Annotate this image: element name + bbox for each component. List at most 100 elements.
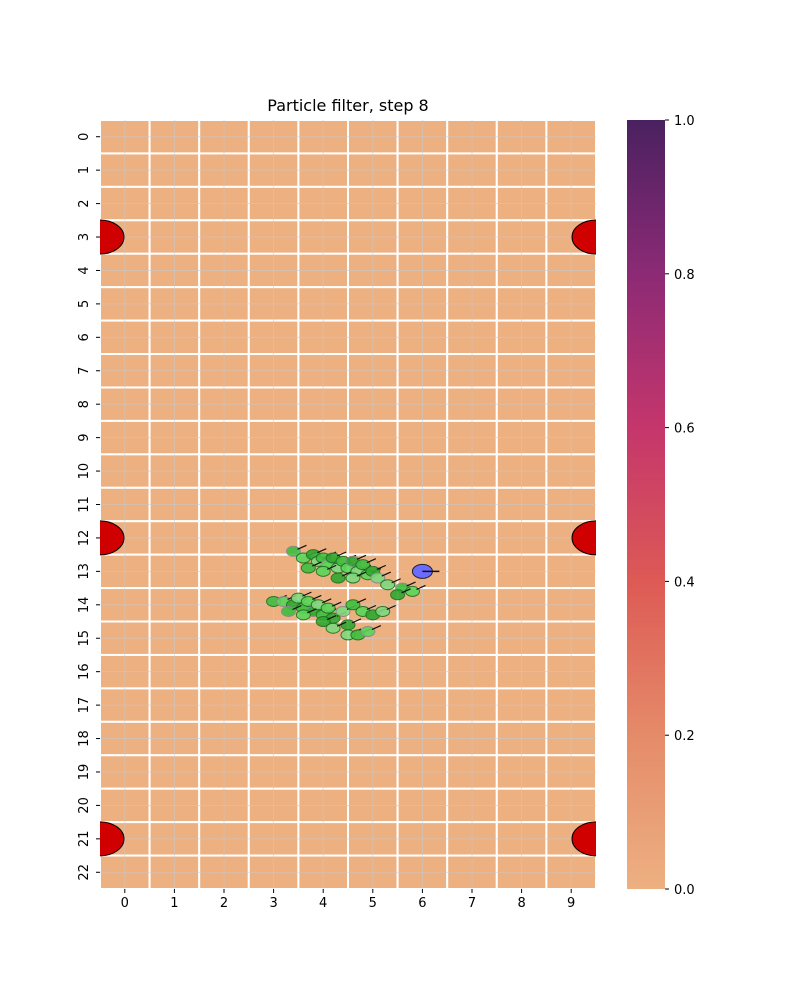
robot-layer <box>411 563 440 579</box>
particle-body <box>340 619 356 631</box>
particle <box>280 604 302 617</box>
y-tick-label: 13 <box>77 563 92 580</box>
particles-layer <box>266 544 426 641</box>
particle-heading <box>326 614 337 621</box>
particle-heading <box>336 621 347 627</box>
colorbar-tick-label: 0.2 <box>674 729 695 744</box>
colorbar-tick-label: 0.0 <box>674 883 695 898</box>
y-tick-label: 20 <box>77 797 92 814</box>
particle-heading <box>356 598 367 604</box>
x-axis: 0 1 2 3 4 5 6 7 8 9 <box>121 889 575 911</box>
particle-body <box>330 572 346 584</box>
beacon-marker <box>100 219 125 255</box>
particle-body <box>315 565 331 577</box>
particle-heading <box>326 564 337 570</box>
x-tick-label: 5 <box>369 896 377 911</box>
particle-body <box>360 626 376 638</box>
beacons-layer <box>100 219 596 857</box>
y-tick-label: 21 <box>77 831 92 848</box>
particle-body <box>295 609 311 621</box>
particle-heading <box>391 578 401 584</box>
particle-body <box>325 622 341 634</box>
y-tick-label: 10 <box>77 463 92 480</box>
particle <box>380 578 401 591</box>
beacon-marker <box>571 219 596 255</box>
beacon-marker <box>571 520 596 556</box>
particle <box>325 621 347 634</box>
particle-body <box>320 602 336 614</box>
y-tick-label: 15 <box>77 630 92 647</box>
chart-title: Particle filter, step 8 <box>267 96 428 115</box>
particle-heading <box>302 591 312 597</box>
particle-body <box>300 562 316 574</box>
particle-body <box>335 605 351 617</box>
particle-heading <box>312 594 322 601</box>
particle-heading <box>406 581 416 587</box>
y-tick-label: 11 <box>77 496 92 513</box>
colorbar-tick-label: 0.8 <box>674 268 695 283</box>
particle-body <box>380 579 396 591</box>
y-tick-label: 14 <box>77 597 92 614</box>
y-tick-label: 4 <box>77 266 92 274</box>
beacon-marker <box>100 520 125 556</box>
beacon-marker <box>571 821 596 857</box>
particle-body <box>404 585 420 597</box>
y-tick-label: 18 <box>77 730 92 747</box>
particle <box>345 571 367 584</box>
particle <box>315 564 337 577</box>
particle <box>320 601 342 614</box>
y-tick-label: 2 <box>77 199 92 207</box>
particle-heading <box>366 604 377 611</box>
y-tick-label: 16 <box>77 663 92 680</box>
minor-gridlines <box>100 120 596 889</box>
particle-body <box>375 605 391 617</box>
particle-body <box>370 572 386 584</box>
particle <box>345 598 367 611</box>
particle-heading <box>317 548 327 554</box>
particle <box>315 614 337 628</box>
particle-heading <box>341 571 352 577</box>
colorbar-tick-label: 0.4 <box>674 575 695 590</box>
particle-heading <box>307 608 317 614</box>
particle <box>355 558 377 571</box>
particle-heading <box>331 601 342 607</box>
particle-heading <box>371 625 382 631</box>
particle <box>370 571 392 584</box>
particle-body <box>315 616 331 628</box>
y-tick-label: 1 <box>77 166 92 174</box>
particle-body <box>345 572 361 584</box>
y-tick-label: 19 <box>77 764 92 781</box>
particle-heading <box>297 544 307 550</box>
particle-body <box>355 559 371 571</box>
y-tick-label: 9 <box>77 433 92 441</box>
x-tick-label: 1 <box>170 896 178 911</box>
particle-body <box>345 599 361 611</box>
y-tick-label: 22 <box>77 864 92 881</box>
particle <box>295 608 317 621</box>
particle-heading <box>321 598 332 604</box>
particle <box>390 588 411 601</box>
x-tick-label: 9 <box>567 896 575 911</box>
colorbar-tick-label: 1.0 <box>674 114 695 129</box>
x-tick-label: 3 <box>269 896 277 911</box>
y-tick-label: 7 <box>77 367 92 375</box>
colorbar-gradient <box>627 120 665 889</box>
particle-heading <box>401 588 411 594</box>
particle <box>285 544 307 557</box>
x-tick-label: 8 <box>517 896 525 911</box>
y-tick-label: 8 <box>77 400 92 408</box>
y-tick-label: 6 <box>77 333 92 341</box>
y-tick-label: 5 <box>77 300 92 308</box>
particle-heading <box>381 571 392 577</box>
x-tick-label: 6 <box>418 896 426 911</box>
particle <box>330 571 352 584</box>
particle-heading <box>336 551 347 557</box>
x-tick-label: 2 <box>220 896 228 911</box>
y-tick-label: 12 <box>77 530 92 547</box>
y-tick-label: 17 <box>77 697 92 714</box>
x-tick-label: 0 <box>121 896 129 911</box>
particle <box>375 604 396 617</box>
particle <box>360 625 382 638</box>
